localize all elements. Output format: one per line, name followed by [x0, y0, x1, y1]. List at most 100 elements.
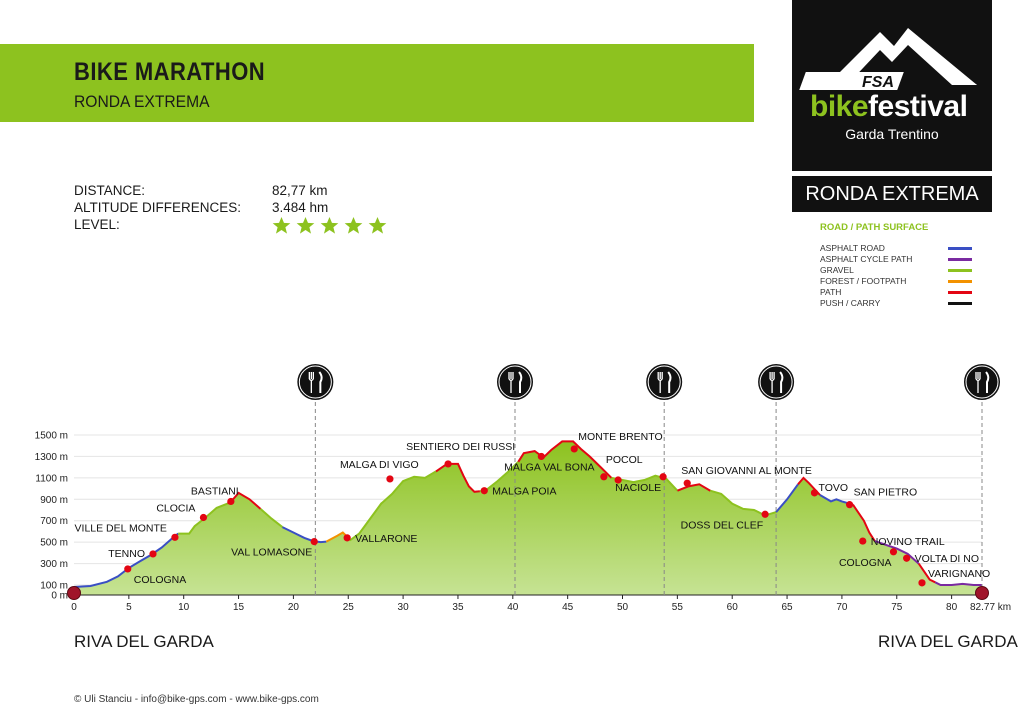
food-station-icon	[644, 362, 685, 402]
waypoint-marker	[444, 460, 452, 468]
y-tick-label: 1500 m	[35, 431, 68, 442]
x-tick-label: 30	[398, 602, 410, 613]
end-city: RIVA DEL GARDA	[878, 632, 1018, 651]
waypoint-marker	[149, 550, 157, 558]
y-tick-label: 1300 m	[35, 452, 68, 463]
waypoint-label: VOLTA DI NO	[915, 553, 979, 565]
waypoint-marker	[810, 489, 819, 497]
stat-label: LEVEL:	[74, 217, 120, 232]
waypoint-label: DOSS DEL CLEF	[681, 519, 763, 531]
stat-label: DISTANCE:	[74, 183, 146, 198]
x-tick-label: 15	[233, 602, 245, 613]
waypoint-label: MALGA DI VIGO	[340, 459, 419, 471]
waypoint-marker	[683, 479, 691, 487]
waypoint-marker	[845, 501, 854, 509]
profile-segment	[852, 504, 876, 542]
profile-segment	[677, 483, 711, 492]
page-subtitle: RONDA EXTREMA	[74, 92, 210, 111]
x-tick-label: 45	[562, 602, 574, 613]
waypoint-marker	[761, 510, 769, 518]
y-tick-label: 100 m	[40, 581, 68, 592]
x-end-label: 82.77 km	[970, 602, 1011, 613]
legend-title: ROAD / PATH SURFACE	[820, 222, 929, 233]
x-tick-label: 75	[891, 602, 903, 613]
waypoint-label: POCOL	[606, 454, 643, 466]
svg-text:FSA: FSA	[862, 74, 894, 91]
start-end-marker	[975, 586, 989, 600]
logo-wordmark: bikefestival	[810, 90, 968, 124]
profile-segment	[259, 508, 284, 528]
waypoint-label: SAN GIOVANNI AL MONTE	[681, 465, 812, 477]
waypoint-marker	[659, 473, 667, 481]
waypoint-marker	[889, 548, 898, 556]
level-star-icon	[272, 216, 291, 234]
legend-swatch	[948, 280, 972, 283]
legend-label: FOREST / FOOTPATH	[820, 276, 907, 286]
route-name-box: RONDA EXTREMA	[792, 176, 992, 212]
waypoint-label: MALGA POIA	[492, 486, 556, 498]
waypoint-marker	[124, 565, 132, 573]
waypoint-marker	[614, 476, 622, 484]
waypoint-label: MONTE BRENTO	[578, 431, 662, 443]
y-tick-label: 0 m	[51, 591, 68, 602]
profile-segment	[281, 526, 327, 544]
waypoint-marker	[537, 452, 545, 461]
profile-segment	[347, 470, 437, 542]
waypoint-label: TENNO	[108, 548, 145, 560]
stat-label: ALTITUDE DIFFERENCES:	[74, 200, 242, 215]
food-station-icon	[962, 362, 1002, 402]
level-star-icon	[368, 216, 387, 234]
level-star-icon	[296, 216, 315, 234]
start-city: RIVA DEL GARDA	[74, 632, 214, 651]
x-tick-label: 40	[507, 602, 519, 613]
x-tick-label: 25	[343, 602, 355, 613]
waypoint-label: VILLE DEL MONTE	[75, 522, 167, 534]
legend-label: GRAVEL	[820, 265, 854, 275]
profile-segment	[517, 440, 613, 479]
legend-swatch	[948, 258, 972, 261]
y-tick-label: 300 m	[40, 559, 68, 570]
legend-item: FOREST / FOOTPATH	[820, 276, 980, 287]
legend-swatch	[948, 269, 972, 272]
waypoint-marker	[570, 445, 578, 453]
legend-item: ASPHALT ROAD	[820, 243, 980, 254]
x-tick-label: 60	[727, 602, 739, 613]
y-tick-label: 700 m	[40, 516, 68, 527]
stat-value: 3.484 hm	[272, 200, 329, 215]
profile-segment	[934, 581, 982, 586]
level-star-icon	[344, 216, 363, 234]
waypoint-marker	[386, 475, 394, 483]
y-tick-label: 1100 m	[35, 473, 68, 484]
profile-segment	[874, 540, 920, 565]
profile-segment	[178, 502, 228, 535]
logo-bike-word: bike	[810, 90, 869, 123]
food-station-icon	[495, 362, 536, 402]
waypoint-label: NOVINO TRAIL	[871, 536, 945, 548]
level-stars	[272, 216, 387, 235]
elevation-area	[74, 441, 982, 595]
x-tick-label: 20	[288, 602, 300, 613]
x-tick-label: 10	[178, 602, 190, 613]
waypoint-marker	[343, 534, 351, 542]
legend-item: GRAVEL	[820, 265, 980, 276]
legend-label: ASPHALT ROAD	[820, 243, 885, 253]
y-tick-label: 500 m	[40, 538, 68, 549]
waypoint-marker	[903, 554, 911, 562]
page-title: BIKE MARATHON	[74, 58, 266, 86]
legend-label: PUSH / CARRY	[820, 298, 881, 308]
x-tick-label: 70	[836, 602, 848, 613]
waypoint-marker	[600, 473, 608, 481]
waypoint-label: VAL LOMASONE	[231, 547, 312, 559]
legend-label: PATH	[820, 287, 842, 297]
waypoint-label: COLOGNA	[134, 574, 187, 586]
mountain-logo-icon: FSA	[799, 28, 977, 91]
logo-place: Garda Trentino	[845, 126, 939, 142]
waypoint-marker	[918, 579, 926, 587]
legend-item: PATH	[820, 287, 980, 298]
profile-segment	[819, 494, 854, 506]
waypoint-marker	[480, 487, 488, 495]
x-tick-label: 80	[946, 602, 958, 613]
profile-segment	[917, 563, 936, 584]
x-tick-label: 35	[452, 602, 464, 613]
waypoint-label: VARIGNANO	[928, 568, 990, 580]
